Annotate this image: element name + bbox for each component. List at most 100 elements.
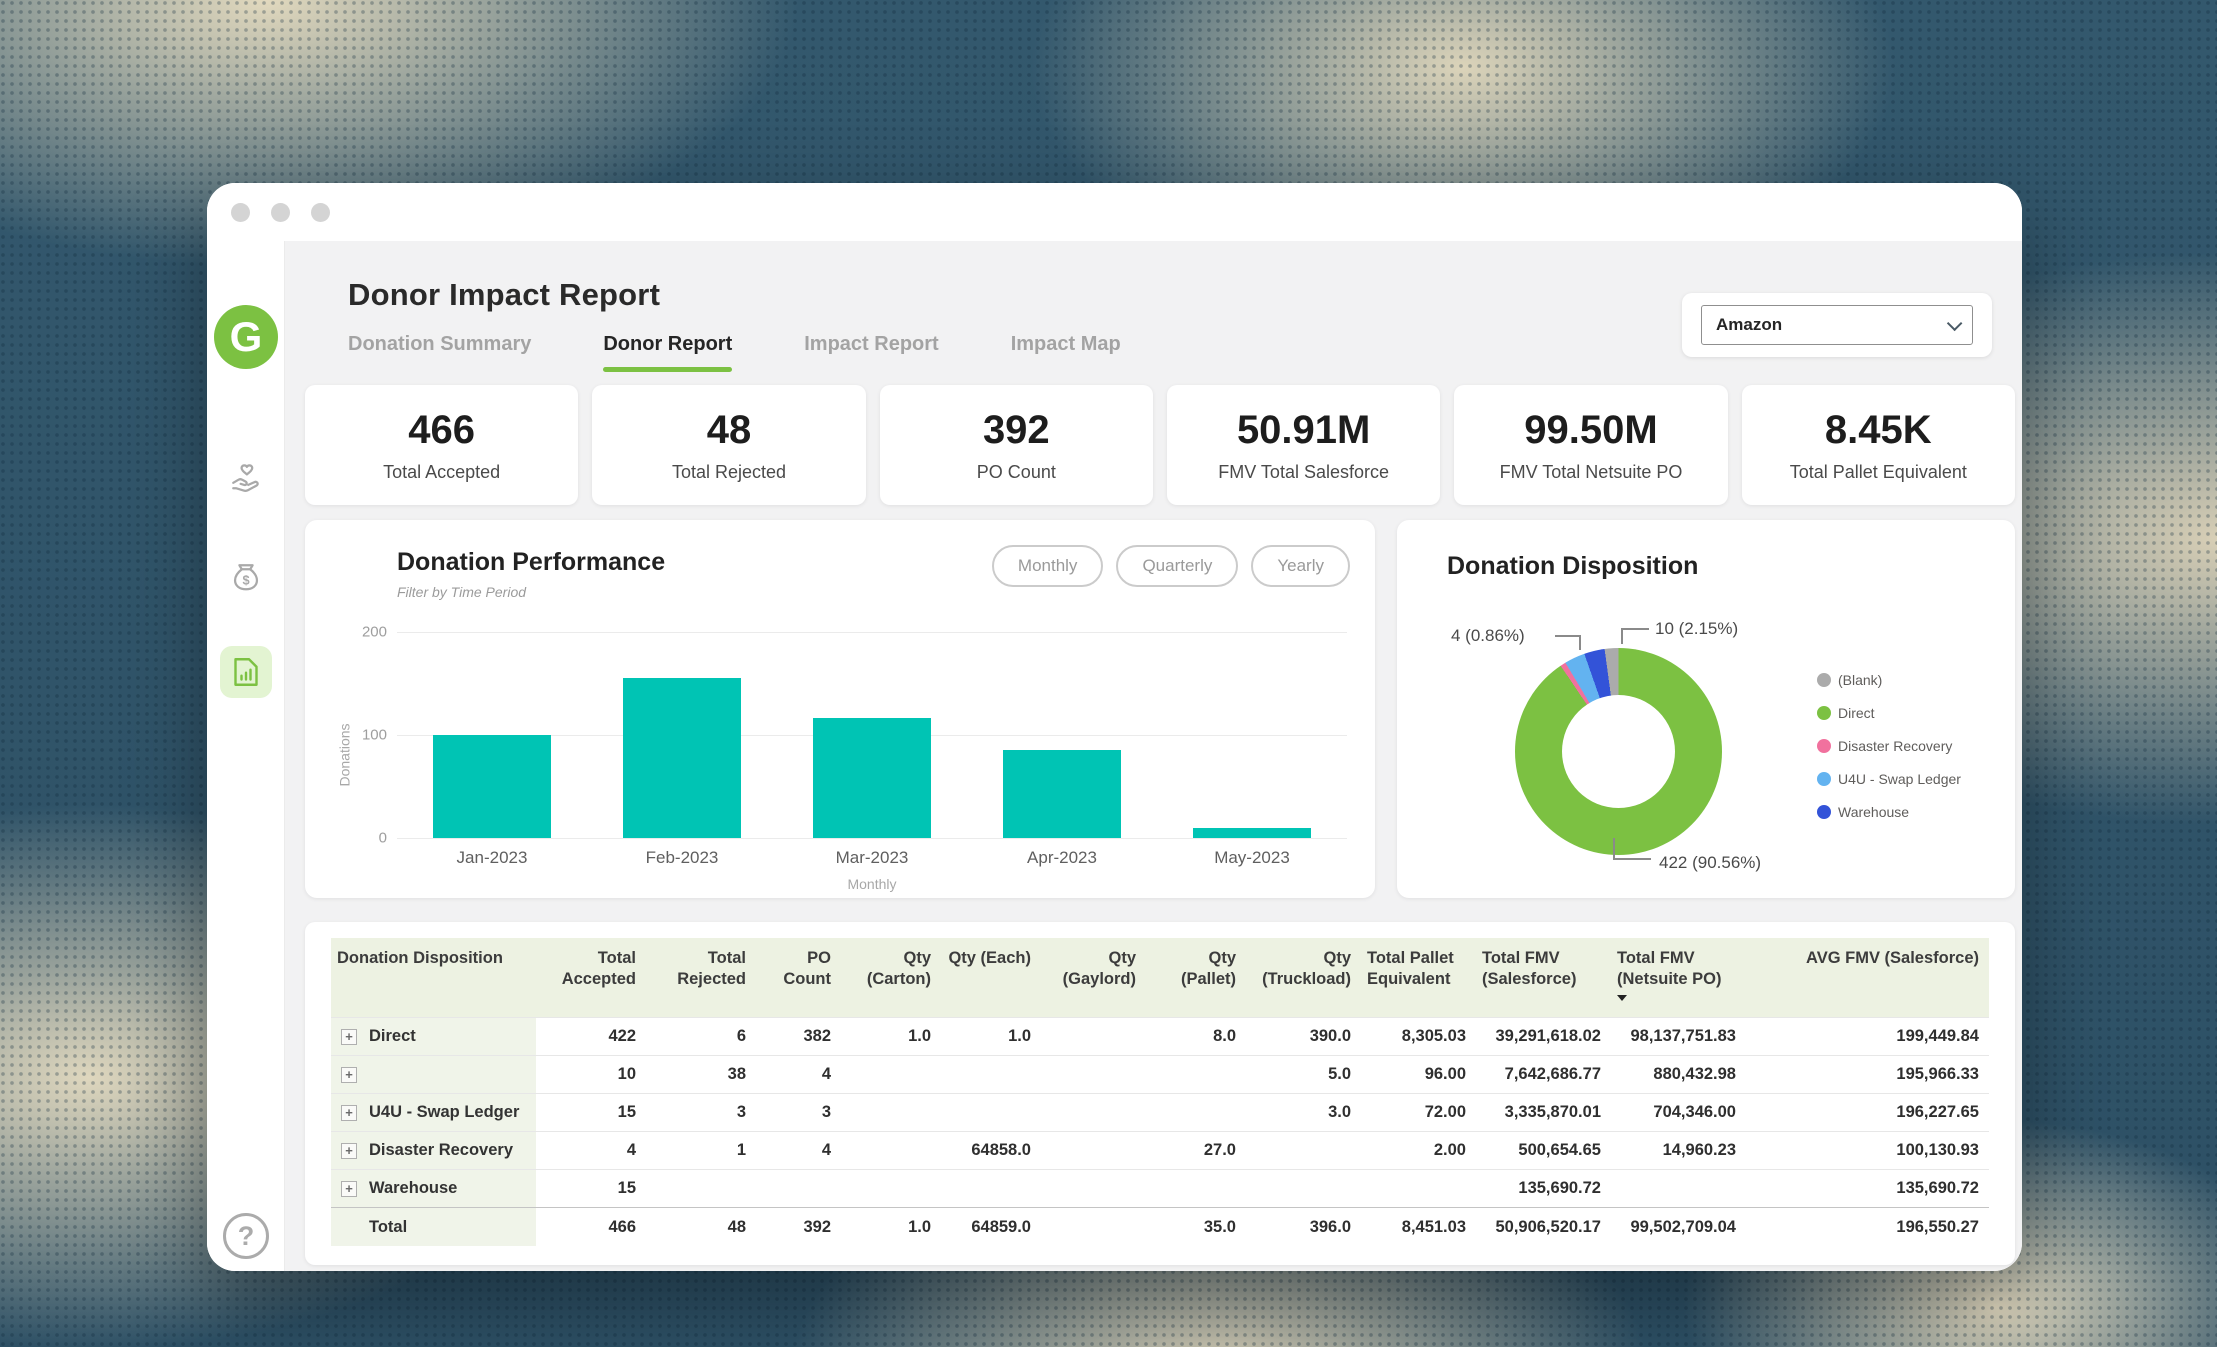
kpi-po-count[interactable]: 392 PO Count — [879, 385, 1153, 505]
donor-filter-card: Amazon — [1682, 293, 1992, 357]
legend-item-warehouse[interactable]: Warehouse — [1817, 804, 1961, 820]
cell: 1 — [646, 1131, 756, 1170]
kpi-label: FMV Total Netsuite PO — [1499, 461, 1683, 482]
svg-text:$: $ — [242, 572, 249, 587]
donut-chart[interactable] — [1515, 648, 1722, 855]
help-button[interactable]: ? — [223, 1213, 269, 1259]
cell: 382 — [756, 1017, 841, 1056]
cell: 135,690.72 — [1746, 1169, 1989, 1208]
performance-title: Donation Performance — [397, 548, 666, 576]
tab-bar: Donation Summary Donor Report Impact Rep… — [348, 333, 1121, 372]
kpi-fmv-netsuite[interactable]: 99.50M FMV Total Netsuite PO — [1454, 385, 1728, 505]
report-chart-icon — [234, 658, 258, 686]
window-minimize-button[interactable] — [271, 202, 290, 222]
cell — [1041, 1055, 1146, 1094]
expand-row-icon[interactable]: + — [341, 1142, 357, 1159]
cell: 3.0 — [1246, 1093, 1361, 1132]
tab-impact-report[interactable]: Impact Report — [804, 333, 939, 355]
cell: 64859.0 — [941, 1207, 1041, 1246]
col-header-label: Total FMV (Netsuite PO) — [1617, 949, 1722, 988]
sidebar-item-donations[interactable] — [220, 452, 272, 504]
kpi-fmv-salesforce[interactable]: 50.91M FMV Total Salesforce — [1166, 385, 1441, 505]
donor-select[interactable]: Amazon — [1701, 305, 1973, 345]
cell: 100,130.93 — [1746, 1131, 1989, 1170]
logo-letter: G — [229, 313, 263, 360]
legend-item-direct[interactable]: Direct — [1817, 705, 1961, 721]
bar-apr-2023[interactable] — [1003, 750, 1121, 838]
expand-row-icon[interactable]: + — [341, 1066, 357, 1083]
cell: 880,432.98 — [1611, 1055, 1746, 1094]
bar-feb-2023[interactable] — [623, 678, 741, 838]
cell: 466 — [536, 1207, 646, 1246]
cell: 4 — [756, 1055, 841, 1094]
col-header-total-accepted[interactable]: Total Accepted — [536, 938, 646, 1018]
cell: 8.0 — [1146, 1017, 1246, 1056]
col-header-qty-truckload[interactable]: Qty (Truckload) — [1246, 938, 1361, 1018]
sidebar-item-reports[interactable] — [220, 646, 272, 698]
callout-blank: 10 (2.15%) — [1655, 619, 1739, 638]
cell — [1611, 1169, 1746, 1208]
callout-leader-line — [1613, 838, 1651, 860]
col-header-qty-gaylord[interactable]: Qty (Gaylord) — [1041, 938, 1146, 1018]
kpi-total-rejected[interactable]: 48 Total Rejected — [592, 385, 866, 505]
col-header-avg-fmv-salesforce[interactable]: AVG FMV (Salesforce) — [1746, 938, 1989, 1018]
cell: 4 — [536, 1131, 646, 1170]
table-header-row: Donation Disposition Total Accepted Tota… — [331, 938, 1989, 1018]
col-header-po-count[interactable]: PO Count — [756, 938, 841, 1018]
bar-chart-plot — [397, 632, 1347, 839]
question-mark-icon: ? — [237, 1220, 255, 1251]
gridline-0 — [397, 838, 1347, 839]
bar-mar-2023[interactable] — [813, 717, 931, 838]
legend-dot — [1817, 673, 1831, 687]
col-header-total-fmv-salesforce[interactable]: Total FMV (Salesforce) — [1476, 938, 1611, 1018]
y-tick-0: 0 — [378, 829, 387, 847]
col-header-qty-pallet[interactable]: Qty (Pallet) — [1146, 938, 1246, 1018]
cell: 704,346.00 — [1611, 1093, 1746, 1132]
expand-row-icon[interactable]: + — [341, 1028, 357, 1045]
legend-item-u4u-swap-ledger[interactable]: U4U - Swap Ledger — [1817, 771, 1961, 787]
legend-dot — [1817, 706, 1831, 720]
cell: 1.0 — [841, 1017, 941, 1056]
monthly-button[interactable]: Monthly — [991, 545, 1104, 587]
kpi-value: 48 — [706, 407, 752, 452]
tab-donor-report[interactable]: Donor Report — [603, 333, 732, 372]
cell — [1041, 1093, 1146, 1132]
cell — [1041, 1169, 1146, 1208]
sidebar-item-funds[interactable]: $ — [220, 552, 272, 604]
window-close-button[interactable] — [231, 202, 250, 222]
cell: 390.0 — [1246, 1017, 1361, 1056]
table-row-direct: + Direct 422 6 382 1.0 1.0 8.0 390.0 8,30… — [331, 1017, 1989, 1056]
col-header-total-rejected[interactable]: Total Rejected — [646, 938, 756, 1018]
tab-donation-summary[interactable]: Donation Summary — [348, 333, 532, 355]
kpi-value: 50.91M — [1236, 407, 1371, 452]
window-maximize-button[interactable] — [311, 202, 330, 222]
cell: 196,227.65 — [1746, 1093, 1989, 1132]
kpi-total-accepted[interactable]: 466 Total Accepted — [305, 385, 579, 505]
cell: 38 — [646, 1055, 756, 1094]
expand-row-icon[interactable]: + — [341, 1104, 357, 1121]
col-header-total-fmv-netsuite[interactable]: Total FMV (Netsuite PO) — [1611, 938, 1746, 1018]
quarterly-button[interactable]: Quarterly — [1116, 545, 1239, 587]
donation-disposition-panel: Donation Disposition 4 (0.86%) 10 (2.15%… — [1397, 520, 2015, 898]
col-header-total-pallet-equivalent[interactable]: Total Pallet Equivalent — [1361, 938, 1476, 1018]
cell: 500,654.65 — [1476, 1131, 1611, 1170]
tab-impact-map[interactable]: Impact Map — [1010, 333, 1121, 355]
cell: 7,642,686.77 — [1476, 1055, 1611, 1094]
legend-item-blank[interactable]: (Blank) — [1817, 672, 1961, 688]
bar-may-2023[interactable] — [1193, 827, 1311, 838]
expand-row-icon[interactable]: + — [341, 1180, 357, 1197]
yearly-button[interactable]: Yearly — [1251, 545, 1350, 587]
col-header-qty-each[interactable]: Qty (Each) — [941, 938, 1041, 1018]
cell: 6 — [646, 1017, 756, 1056]
table-row-total: Total 466 48 392 1.0 64859.0 35.0 396.0 … — [331, 1207, 1989, 1246]
legend-item-disaster-recovery[interactable]: Disaster Recovery — [1817, 738, 1961, 754]
cell — [1041, 1131, 1146, 1170]
chevron-down-icon — [1946, 315, 1963, 331]
cell — [941, 1093, 1041, 1132]
col-header-donation-disposition[interactable]: Donation Disposition — [331, 938, 536, 1018]
kpi-pallet-equivalent[interactable]: 8.45K Total Pallet Equivalent — [1741, 385, 2015, 505]
cell: 422 — [536, 1017, 646, 1056]
bar-jan-2023[interactable] — [433, 735, 551, 838]
cell: 392 — [756, 1207, 841, 1246]
col-header-qty-carton[interactable]: Qty (Carton) — [841, 938, 941, 1018]
